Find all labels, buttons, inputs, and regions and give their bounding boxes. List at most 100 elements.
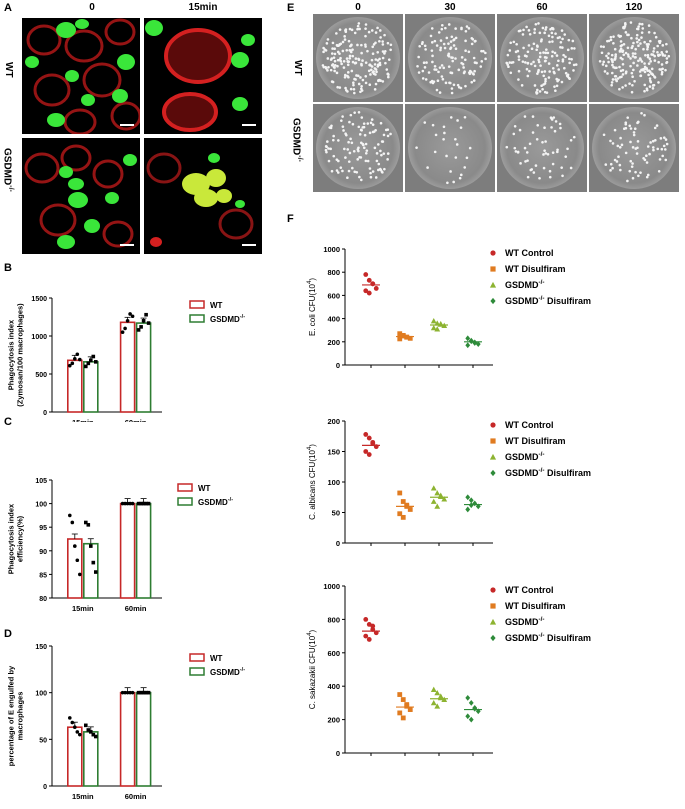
- colony: [645, 175, 649, 179]
- colony: [451, 59, 455, 63]
- data-point: [434, 503, 441, 509]
- data-point: [363, 288, 369, 294]
- plate-dish: [408, 17, 492, 99]
- colony: [377, 143, 380, 146]
- data-point: [366, 435, 372, 441]
- panel-e-col-30: 30: [444, 2, 456, 13]
- colony: [611, 142, 615, 145]
- colony: [533, 28, 537, 31]
- colony: [569, 166, 573, 170]
- colony: [627, 55, 630, 58]
- colony: [341, 40, 345, 44]
- colony: [550, 31, 554, 35]
- data-point: [400, 697, 406, 702]
- colony: [358, 133, 362, 136]
- colony: [566, 48, 570, 52]
- colony: [661, 154, 665, 158]
- colony: [447, 55, 451, 58]
- data-point: [434, 320, 441, 326]
- bar: [119, 502, 136, 599]
- colony: [663, 54, 667, 57]
- colony: [616, 77, 620, 80]
- colony: [360, 85, 363, 88]
- colony: [381, 56, 385, 60]
- colony: [638, 22, 642, 26]
- colony: [544, 59, 547, 63]
- colony: [644, 53, 647, 57]
- colony: [348, 27, 352, 31]
- colony: [367, 69, 371, 73]
- colony: [348, 151, 352, 155]
- colony: [648, 57, 652, 61]
- legend-swatch-wt: [189, 300, 205, 309]
- colony: [331, 41, 335, 45]
- colony: [447, 52, 451, 56]
- colony: [348, 48, 352, 52]
- colony: [336, 58, 340, 62]
- colony: [646, 173, 650, 177]
- colony: [528, 69, 531, 73]
- data-point: [363, 449, 369, 454]
- colony: [386, 152, 390, 155]
- colony: [647, 30, 651, 34]
- data-point: [136, 501, 141, 506]
- colony: [540, 84, 543, 88]
- colony: [664, 158, 668, 162]
- colony: [661, 52, 664, 56]
- colony: [660, 72, 664, 76]
- legend-label-gsdmd: GSDMD-/-: [210, 314, 245, 324]
- colony: [630, 46, 634, 50]
- data-point: [397, 692, 403, 697]
- colony: [645, 161, 649, 164]
- colony: [664, 138, 668, 141]
- data-point: [139, 690, 143, 695]
- colony: [561, 37, 564, 41]
- colony: [456, 119, 459, 122]
- colony: [555, 64, 559, 67]
- colony: [387, 75, 390, 79]
- colony: [347, 39, 351, 43]
- colony: [616, 144, 620, 148]
- colony: [343, 147, 346, 151]
- data-point: [86, 361, 91, 366]
- colony: [462, 66, 465, 69]
- bar: [83, 361, 99, 413]
- colony: [450, 87, 454, 90]
- colony: [537, 60, 541, 64]
- colony: [619, 168, 622, 172]
- colony: [531, 115, 535, 118]
- colony: [610, 53, 614, 57]
- colony: [536, 123, 540, 127]
- colony: [460, 61, 463, 65]
- colony: [559, 126, 562, 130]
- colony: [662, 144, 666, 148]
- colony: [464, 84, 467, 88]
- colony: [607, 60, 610, 64]
- colony: [549, 27, 552, 31]
- legend-label: WT Disulfiram: [505, 264, 566, 274]
- y-tick-label: 90: [39, 549, 47, 556]
- data-point: [490, 587, 496, 593]
- data-point: [397, 336, 403, 342]
- colony: [353, 91, 356, 95]
- micrograph-wt-0: [22, 18, 140, 134]
- data-point: [370, 441, 376, 446]
- colony: [364, 74, 368, 78]
- y-tick-label: 100: [35, 502, 47, 509]
- colony: [631, 176, 635, 180]
- data-point: [468, 497, 474, 504]
- data-point: [141, 319, 146, 323]
- colony: [614, 78, 617, 81]
- panel-c-label: C: [4, 416, 12, 428]
- bar: [119, 691, 136, 787]
- colony: [506, 53, 510, 57]
- colony: [507, 65, 510, 68]
- data-point: [407, 507, 413, 512]
- colony: [341, 125, 345, 128]
- colony: [641, 27, 645, 30]
- data-point: [441, 496, 448, 502]
- colony: [336, 171, 340, 174]
- colony: [326, 140, 329, 143]
- colony: [325, 145, 328, 149]
- x-tick-label: 15min: [72, 792, 94, 801]
